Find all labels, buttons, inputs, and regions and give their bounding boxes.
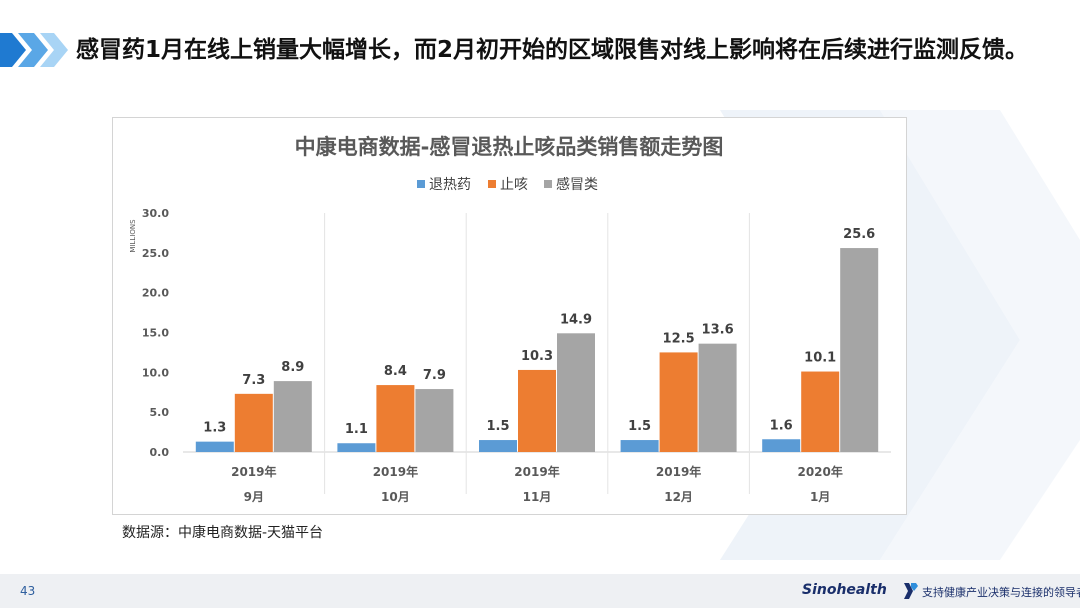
page-number: 43 xyxy=(20,584,36,598)
data-label: 10.1 xyxy=(804,351,836,366)
bar-止咳 xyxy=(801,371,840,452)
y-tick-label: 20.0 xyxy=(142,287,169,300)
data-label: 1.1 xyxy=(345,422,368,437)
data-label: 14.9 xyxy=(560,312,592,327)
x-tick-year: 2019年 xyxy=(656,464,701,479)
data-label: 1.5 xyxy=(486,419,509,434)
x-tick-year: 2019年 xyxy=(514,464,559,479)
source-note: 数据源：中康电商数据-天猫平台 xyxy=(122,525,324,541)
bar-退热药 xyxy=(195,441,234,452)
y-axis-label: MILLIONS xyxy=(129,219,137,253)
x-tick-year: 2019年 xyxy=(373,464,418,479)
y-tick-label: 30.0 xyxy=(142,207,169,220)
legend-swatch xyxy=(417,180,425,188)
data-label: 1.3 xyxy=(203,421,226,436)
bar-退热药 xyxy=(762,439,801,452)
chart-frame: 中康电商数据-感冒退热止咳品类销售额走势图退热药 止咳 感冒类 MILLIONS 0.0… xyxy=(112,117,907,515)
legend-label: 退热药 xyxy=(429,177,471,193)
data-label: 7.9 xyxy=(423,368,446,383)
chart-title: 中康电商数据-感冒退热止咳品类销售额走势图 xyxy=(295,135,724,159)
bar-止咳 xyxy=(376,385,415,452)
bar-止咳 xyxy=(518,369,556,452)
bar-退热药 xyxy=(620,440,659,452)
chevron-arrows-icon xyxy=(0,33,68,67)
data-label: 8.4 xyxy=(384,364,407,379)
data-label: 12.5 xyxy=(663,331,695,346)
x-tick-month: 12月 xyxy=(664,490,693,504)
x-tick-month: 10月 xyxy=(381,490,410,504)
brand-name: Sinohealth xyxy=(802,582,887,598)
legend-label: 止咳 xyxy=(500,177,528,193)
brand-mark-icon xyxy=(904,583,918,599)
x-tick-month: 9月 xyxy=(244,490,264,504)
legend-swatch xyxy=(488,180,496,188)
y-tick-label: 0.0 xyxy=(150,446,170,459)
data-label: 10.3 xyxy=(521,349,553,364)
bar-感冒类 xyxy=(273,381,312,452)
x-tick-month: 11月 xyxy=(523,490,552,504)
bar-感冒类 xyxy=(557,333,595,452)
y-tick-label: 15.0 xyxy=(142,327,169,340)
x-tick-month: 1月 xyxy=(810,490,830,504)
data-label: 1.5 xyxy=(628,419,651,434)
y-tick-label: 25.0 xyxy=(142,247,169,260)
slide-title: 感冒药1月在线上销量大幅增长，而2月初开始的区域限售对线上影响将在后续进行监测反… xyxy=(76,37,1029,63)
x-tick-year: 2020年 xyxy=(797,464,842,479)
bar-感冒类 xyxy=(840,248,879,452)
x-tick-year: 2019年 xyxy=(231,464,276,479)
bar-感冒类 xyxy=(415,389,454,452)
data-label: 13.6 xyxy=(702,323,734,338)
y-tick-label: 10.0 xyxy=(142,366,169,379)
legend-label: 感冒类 xyxy=(556,176,598,193)
bar-止咳 xyxy=(659,352,698,452)
footer-bar: 43 Sinohealth 支持健康产业决策与连接的领导者 xyxy=(0,574,1080,608)
bar-感冒类 xyxy=(698,343,737,452)
bar-退热药 xyxy=(337,443,376,452)
bar-止咳 xyxy=(234,393,273,452)
brand-slogan: 支持健康产业决策与连接的领导者 xyxy=(922,586,1080,599)
data-label: 25.6 xyxy=(843,227,875,242)
y-tick-label: 5.0 xyxy=(150,406,170,419)
data-label: 7.3 xyxy=(242,373,265,388)
data-label: 8.9 xyxy=(281,360,304,375)
data-label: 1.6 xyxy=(770,418,793,433)
bar-退热药 xyxy=(479,440,517,452)
legend-swatch xyxy=(544,180,552,188)
